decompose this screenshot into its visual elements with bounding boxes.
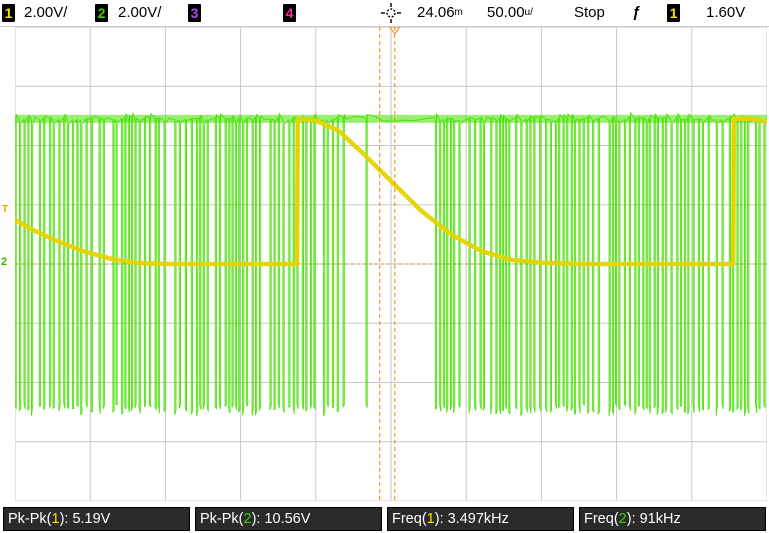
meas-value: ): 3.497kHz xyxy=(434,511,509,527)
measurement-freq-1[interactable]: Freq(1): 3.497kHz xyxy=(387,507,574,531)
cursors xyxy=(379,27,401,501)
waveform-area[interactable] xyxy=(15,27,767,501)
measurement-freq-2[interactable]: Freq(2): 91kHz xyxy=(579,507,766,531)
timebase[interactable]: 50.00u/ xyxy=(487,4,533,22)
channel-2-trace xyxy=(15,111,767,417)
trigger-slope-icon[interactable]: ƒ xyxy=(632,4,641,21)
channel-2-high-band xyxy=(15,114,767,123)
horizontal-delay-unit: m xyxy=(454,7,463,18)
meas-value: ): 91kHz xyxy=(626,511,681,527)
acquire-icon xyxy=(380,2,402,29)
timebase-value: 50.00 xyxy=(487,4,525,21)
timebase-unit: u/ xyxy=(524,7,533,18)
meas-channel: 1 xyxy=(426,511,435,527)
status-bar: 1 2.00V/ 2 2.00V/ 3 4 24.06m 50.00u/ Sto… xyxy=(0,0,769,27)
channel-1-trace xyxy=(15,116,767,267)
waveform-graph xyxy=(15,27,767,501)
measurement-bar: Pk-Pk(1): 5.19V Pk-Pk(2): 10.56V Freq(1)… xyxy=(0,503,769,533)
run-state[interactable]: Stop xyxy=(574,4,605,21)
trigger-level-marker[interactable]: T xyxy=(2,204,9,215)
horizontal-delay-value: 24.06 xyxy=(417,4,455,21)
trigger-source-badge[interactable]: 1 xyxy=(667,4,680,22)
meas-channel: 2 xyxy=(618,511,627,527)
meas-channel: 2 xyxy=(243,511,252,527)
channel-1-badge[interactable]: 1 xyxy=(2,4,15,22)
channel-4-badge[interactable]: 4 xyxy=(283,4,296,22)
meas-label: Pk-Pk( xyxy=(200,511,244,527)
channel-2-scale[interactable]: 2.00V/ xyxy=(118,4,162,21)
trigger-level[interactable]: 1.60V xyxy=(706,4,746,21)
meas-channel: 1 xyxy=(51,511,60,527)
channel-1-scale[interactable]: 2.00V/ xyxy=(24,4,68,21)
ch2-ground-marker[interactable]: 2 xyxy=(1,256,8,268)
measurement-pk-pk-1[interactable]: Pk-Pk(1): 5.19V xyxy=(3,507,190,531)
meas-label: Freq( xyxy=(392,511,427,527)
channel-3-badge[interactable]: 3 xyxy=(188,4,201,22)
meas-label: Pk-Pk( xyxy=(8,511,52,527)
channel-1-waveform xyxy=(15,116,767,267)
meas-value: ): 10.56V xyxy=(251,511,311,527)
trigger-position-icon xyxy=(389,27,401,35)
meas-value: ): 5.19V xyxy=(59,511,111,527)
meas-label: Freq( xyxy=(584,511,619,527)
measurement-pk-pk-2[interactable]: Pk-Pk(2): 10.56V xyxy=(195,507,382,531)
channel-2-badge[interactable]: 2 xyxy=(95,4,108,22)
horizontal-delay[interactable]: 24.06m xyxy=(417,4,463,22)
